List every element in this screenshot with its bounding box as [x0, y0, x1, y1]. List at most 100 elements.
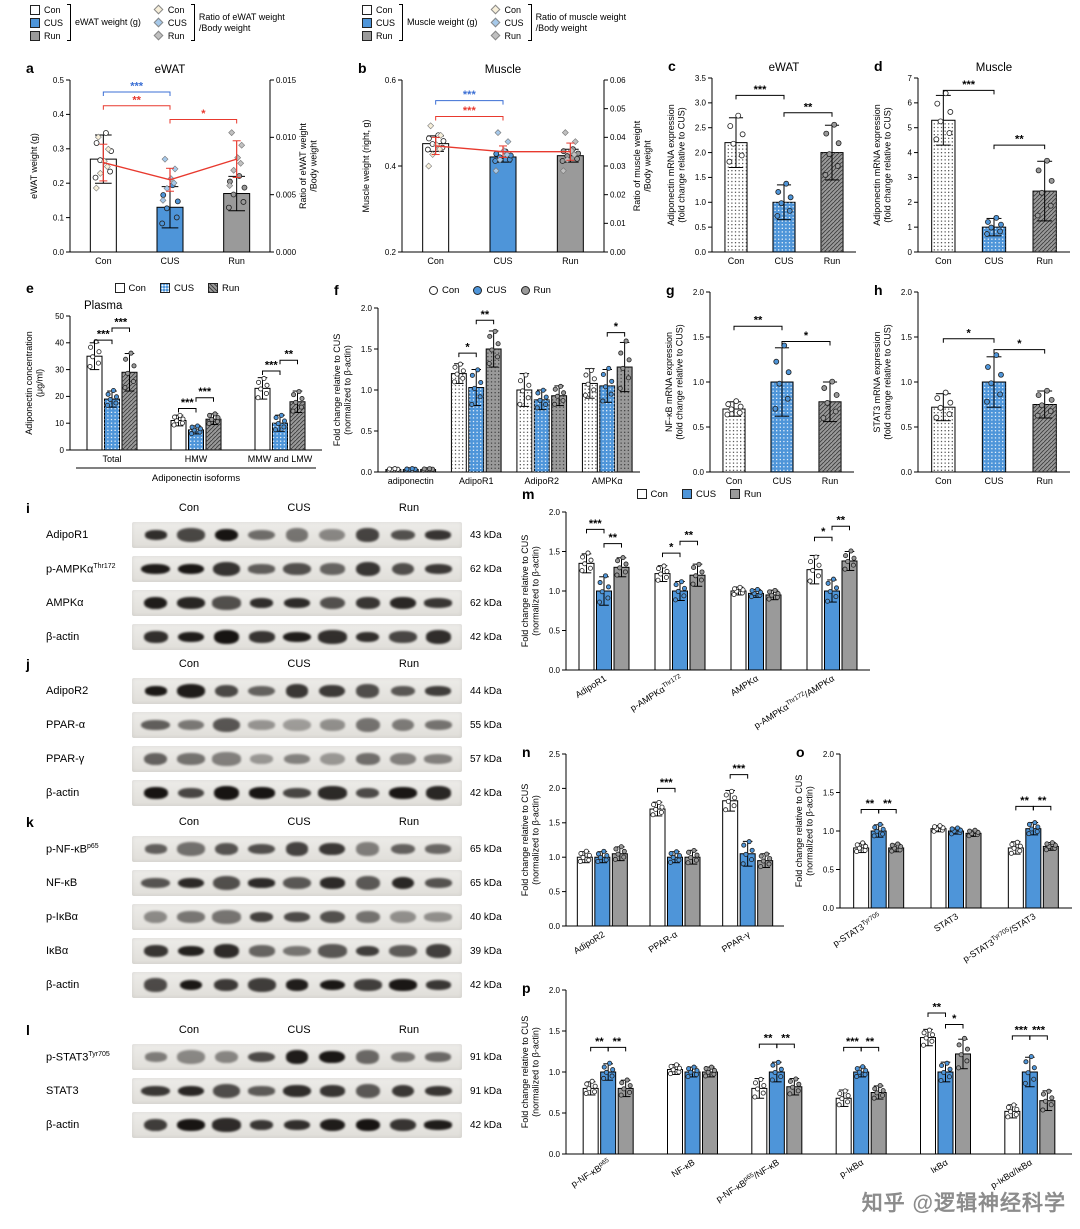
- svg-text:2.0: 2.0: [693, 288, 705, 297]
- blot-band: [176, 1050, 206, 1064]
- svg-text:Plasma: Plasma: [84, 300, 123, 312]
- svg-text:p-NF-κBp65: p-NF-κBp65: [569, 1157, 612, 1190]
- blot-band: [283, 563, 311, 575]
- legend-item: Con: [30, 3, 63, 16]
- data-point: [946, 1074, 952, 1080]
- data-point: [597, 580, 603, 586]
- kda-label: 40 kDa: [470, 911, 502, 923]
- data-point: [675, 588, 681, 594]
- svg-text:0.015: 0.015: [276, 76, 297, 85]
- ratio-point: [161, 155, 169, 163]
- data-point: [552, 401, 558, 407]
- blot-row: PPAR-γ 57 kDa: [24, 744, 524, 774]
- svg-text:2.5: 2.5: [549, 750, 561, 759]
- svg-text:Run: Run: [228, 256, 245, 266]
- significance-stars: **: [132, 94, 141, 106]
- blot-band: [176, 528, 206, 542]
- bar: [853, 1071, 870, 1155]
- legend-e: Con CUS Run: [24, 280, 330, 296]
- svg-text:7: 7: [908, 74, 913, 83]
- data-point: [947, 1066, 953, 1072]
- data-point: [823, 130, 830, 137]
- protein-label: AdipoR2: [46, 685, 89, 697]
- protein-label: p-NF-κBp65: [46, 842, 99, 856]
- blot-lanes: [132, 780, 462, 806]
- ratio-point: [230, 166, 238, 174]
- significance-stars: **: [932, 1001, 941, 1013]
- svg-text:0.010: 0.010: [276, 133, 297, 142]
- svg-text:Run: Run: [1036, 476, 1053, 486]
- data-point: [723, 807, 729, 813]
- data-point: [281, 424, 287, 430]
- blot-band: [143, 945, 168, 957]
- data-point: [787, 194, 794, 201]
- blot-group-con: Con: [178, 1024, 200, 1036]
- data-point: [889, 842, 895, 848]
- data-point: [676, 857, 682, 863]
- blot-row: p-IκBα 40 kDa: [24, 902, 524, 932]
- data-point: [171, 422, 177, 428]
- bar: [722, 800, 739, 927]
- blot-band: [247, 978, 276, 992]
- data-point: [597, 599, 603, 605]
- chart-h: 0.0 0.5 1.0 1.5 2.0 STAT3 mRNA expression (fol…: [872, 288, 1070, 486]
- svg-text:1.0: 1.0: [361, 386, 373, 395]
- ratio-point: [494, 129, 502, 137]
- blot-band: [178, 787, 204, 799]
- bar: [768, 1071, 785, 1155]
- data-point: [964, 1058, 970, 1064]
- data-point: [698, 577, 704, 583]
- blot-band: [214, 842, 239, 856]
- ratio-point: [567, 147, 575, 155]
- svg-text:(fold change relative to CUS): (fold change relative to CUS): [675, 324, 685, 440]
- blot-band: [249, 754, 274, 764]
- blot-band: [356, 528, 379, 542]
- blot-band: [144, 978, 168, 992]
- data-point: [291, 392, 297, 398]
- data-point: [651, 802, 657, 808]
- blot-band: [424, 720, 453, 730]
- blot-band: [177, 719, 205, 731]
- data-point: [874, 828, 880, 834]
- data-point: [179, 420, 185, 426]
- blot-band: [391, 1084, 415, 1098]
- blot-band: [248, 685, 276, 697]
- svg-text:STAT3: STAT3: [932, 911, 960, 934]
- data-point: [871, 833, 877, 839]
- svg-text:3: 3: [908, 173, 913, 182]
- data-point: [839, 1096, 845, 1102]
- data-point: [617, 385, 623, 391]
- data-point: [492, 158, 499, 164]
- data-point: [241, 184, 248, 191]
- blot-band: [248, 529, 276, 541]
- svg-text:p-AMPKαThr172: p-AMPKαThr172: [628, 673, 684, 713]
- legend-f: Con CUS Run: [332, 282, 648, 298]
- blot-group-header: Con CUS Run: [134, 816, 464, 828]
- data-point: [1048, 396, 1055, 403]
- blot-band: [176, 1119, 206, 1131]
- svg-text:p-IκBα: p-IκBα: [838, 1157, 866, 1179]
- legend-item: CUS: [490, 16, 524, 29]
- svg-text:Muscle weight (right, g): Muscle weight (right, g): [361, 119, 371, 212]
- data-point: [681, 585, 687, 591]
- data-point: [230, 191, 237, 198]
- data-point: [586, 1086, 592, 1092]
- data-point: [993, 352, 1000, 358]
- data-point: [672, 597, 678, 603]
- blot-lanes: [132, 590, 462, 616]
- blot-band: [248, 1051, 276, 1063]
- data-point: [409, 466, 415, 472]
- data-point: [600, 372, 606, 378]
- data-point: [87, 363, 93, 369]
- ratio-point: [103, 163, 111, 171]
- data-point: [939, 1063, 945, 1069]
- blot-group-header: Con CUS Run: [134, 1024, 464, 1036]
- blot-row: AMPKα 62 kDa: [24, 588, 524, 618]
- data-point: [831, 121, 838, 128]
- blot-band: [176, 597, 206, 609]
- data-point: [933, 414, 940, 421]
- svg-text:0.3: 0.3: [53, 145, 65, 154]
- data-point: [702, 1073, 708, 1079]
- blot-band: [425, 686, 452, 696]
- bar: [684, 856, 701, 927]
